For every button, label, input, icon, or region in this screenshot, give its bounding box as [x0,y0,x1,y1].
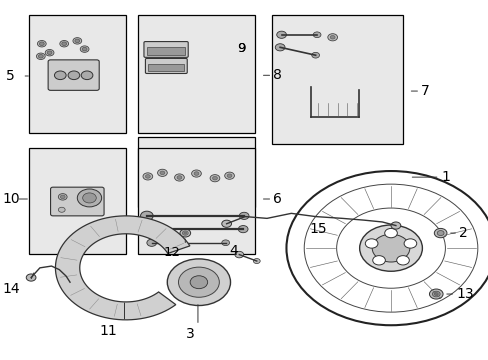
Circle shape [178,267,219,297]
FancyBboxPatch shape [148,64,184,71]
Circle shape [54,71,66,80]
Text: 8: 8 [273,68,282,82]
Circle shape [38,41,46,47]
Circle shape [313,32,320,38]
Circle shape [224,172,234,179]
FancyBboxPatch shape [29,15,126,134]
Circle shape [253,258,260,264]
Circle shape [183,232,186,234]
Circle shape [212,176,217,180]
Text: 13: 13 [455,287,473,301]
Circle shape [275,44,285,51]
Circle shape [142,173,152,180]
Circle shape [140,211,153,221]
Circle shape [238,226,247,233]
Circle shape [191,170,201,177]
Circle shape [82,47,87,51]
Text: 7: 7 [420,84,429,98]
Circle shape [276,31,286,39]
Text: 15: 15 [308,222,326,237]
FancyBboxPatch shape [50,187,104,216]
FancyBboxPatch shape [48,60,99,90]
Text: 5: 5 [6,69,15,83]
Circle shape [145,175,150,178]
Circle shape [226,174,231,177]
Polygon shape [55,216,189,320]
Circle shape [80,46,89,52]
Circle shape [45,49,54,56]
Text: 14: 14 [3,282,20,296]
Circle shape [157,169,167,176]
Text: 11: 11 [99,324,117,338]
Circle shape [82,193,96,203]
Circle shape [222,240,229,246]
Circle shape [396,256,408,265]
Text: 6: 6 [273,192,282,206]
Circle shape [60,41,68,47]
Circle shape [234,251,243,258]
Circle shape [47,51,52,54]
Circle shape [81,71,93,80]
Text: 1: 1 [440,170,449,184]
Circle shape [428,289,442,299]
Circle shape [403,239,416,248]
Circle shape [239,212,248,220]
Text: 4: 4 [228,244,237,258]
Circle shape [210,175,220,182]
Circle shape [311,52,319,58]
Circle shape [75,39,80,42]
Circle shape [371,234,409,262]
Circle shape [37,53,45,59]
Circle shape [182,231,188,235]
FancyBboxPatch shape [143,41,188,57]
Text: 12: 12 [163,246,180,259]
Text: 3: 3 [185,327,194,341]
FancyBboxPatch shape [29,148,126,253]
Circle shape [327,34,337,41]
Circle shape [39,54,43,58]
Circle shape [329,36,334,39]
Circle shape [40,42,44,45]
Circle shape [146,239,156,246]
Circle shape [167,259,230,306]
Circle shape [372,256,385,265]
Circle shape [68,71,80,80]
Circle shape [431,291,439,297]
Circle shape [390,222,400,229]
FancyBboxPatch shape [145,58,187,73]
FancyBboxPatch shape [146,47,185,55]
Text: 10: 10 [2,192,20,206]
Circle shape [359,225,422,271]
Text: 9: 9 [237,41,245,54]
Circle shape [73,38,81,44]
Circle shape [180,229,190,237]
Circle shape [60,195,65,199]
Circle shape [384,229,397,238]
Circle shape [58,207,65,212]
Circle shape [77,189,102,207]
FancyBboxPatch shape [138,148,254,253]
FancyBboxPatch shape [138,15,254,134]
Text: 2: 2 [458,226,467,240]
FancyBboxPatch shape [138,137,254,207]
Circle shape [433,228,446,238]
Circle shape [177,176,182,179]
Circle shape [160,171,164,175]
Circle shape [194,172,199,175]
Text: 9: 9 [236,41,244,54]
Circle shape [174,174,184,181]
Circle shape [436,230,443,235]
FancyBboxPatch shape [271,15,403,144]
Circle shape [190,276,207,289]
Circle shape [61,42,66,45]
Circle shape [365,239,377,248]
Circle shape [433,293,437,296]
Circle shape [222,220,231,227]
Circle shape [58,194,67,200]
Circle shape [141,225,154,234]
Circle shape [26,274,36,281]
